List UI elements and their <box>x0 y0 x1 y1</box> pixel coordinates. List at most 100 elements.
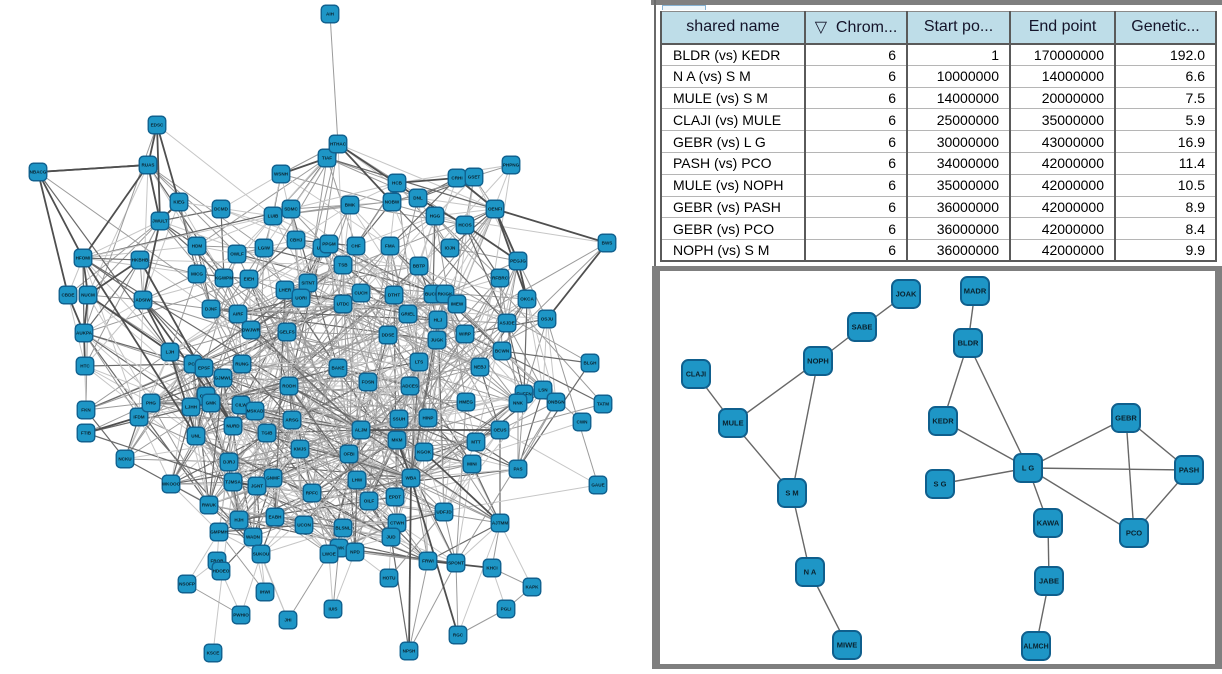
svg-text:WKOOO: WKOOO <box>162 482 181 487</box>
svg-text:BLSNL: BLSNL <box>335 526 351 531</box>
svg-text:NOBW: NOBW <box>385 200 400 205</box>
svg-text:ADSIW: ADSIW <box>135 298 151 303</box>
svg-text:L G: L G <box>1022 464 1035 473</box>
svg-text:OKCA: OKCA <box>520 297 534 302</box>
svg-text:LTS: LTS <box>415 360 423 365</box>
svg-text:HCB: HCB <box>392 181 403 186</box>
svg-text:PAS: PAS <box>513 467 522 472</box>
svg-text:BMK: BMK <box>345 203 356 208</box>
svg-text:UDFJD: UDFJD <box>436 510 452 515</box>
svg-text:RFBRC: RFBRC <box>492 276 509 281</box>
svg-text:PGLI: PGLI <box>501 607 512 612</box>
svg-text:HGG: HGG <box>430 214 441 219</box>
svg-text:KAPK: KAPK <box>525 585 539 590</box>
svg-text:RGC: RGC <box>453 633 464 638</box>
svg-text:LJHH: LJHH <box>185 405 198 410</box>
svg-text:TSB: TSB <box>338 263 348 268</box>
svg-text:IHWI: IHWI <box>260 590 270 595</box>
svg-text:HMEG: HMEG <box>459 400 473 405</box>
svg-text:NEBJ: NEBJ <box>474 365 487 370</box>
svg-text:RWK: RWK <box>334 546 346 551</box>
svg-text:CTWH: CTWH <box>390 521 404 526</box>
svg-text:OFBI: OFBI <box>344 452 355 457</box>
svg-text:OILF: OILF <box>364 499 375 504</box>
svg-text:LSN: LSN <box>538 388 548 393</box>
svg-text:ASJDE: ASJDE <box>499 321 514 326</box>
svg-text:MTT: MTT <box>471 440 481 445</box>
svg-text:IUIS: IUIS <box>329 607 338 612</box>
svg-text:AIH: AIH <box>326 12 335 17</box>
svg-text:OENFI: OENFI <box>488 207 502 212</box>
svg-text:NURD: NURD <box>226 424 240 429</box>
svg-text:GJMWL: GJMWL <box>214 376 231 381</box>
svg-text:KAWA: KAWA <box>1037 519 1060 528</box>
svg-text:BAKE: BAKE <box>331 366 344 371</box>
svg-text:HLJ: HLJ <box>434 318 443 323</box>
svg-text:NCKU: NCKU <box>118 457 132 462</box>
svg-text:GSET: GSET <box>468 175 481 180</box>
svg-text:RKIGK: RKIGK <box>438 292 453 297</box>
svg-text:WADN: WADN <box>246 535 261 540</box>
svg-text:BCWN: BCWN <box>495 349 510 354</box>
svg-text:HDOEO: HDOEO <box>213 569 230 574</box>
svg-text:BWS: BWS <box>602 241 613 246</box>
svg-text:UNL: UNL <box>191 434 201 439</box>
svg-text:NNK: NNK <box>513 401 524 406</box>
svg-text:DWJWR: DWJWR <box>242 328 261 333</box>
svg-text:JOAK: JOAK <box>896 290 917 299</box>
svg-text:DJNF: DJNF <box>205 307 217 312</box>
svg-text:HINP: HINP <box>423 416 434 421</box>
svg-text:NPD: NPD <box>350 550 360 555</box>
svg-text:WSNH: WSNH <box>274 172 289 177</box>
svg-text:JUGK: JUGK <box>431 338 444 343</box>
svg-text:JHI: JHI <box>284 618 291 623</box>
svg-text:DDSE: DDSE <box>382 333 395 338</box>
svg-text:HTHAC: HTHAC <box>330 142 347 147</box>
svg-text:RODH: RODH <box>282 384 296 389</box>
svg-text:BBTP: BBTP <box>413 264 426 269</box>
svg-text:TJMSA: TJMSA <box>225 480 241 485</box>
svg-text:LJH: LJH <box>166 350 175 355</box>
svg-text:PCO: PCO <box>1126 529 1142 538</box>
svg-text:HFOMI: HFOMI <box>76 256 91 261</box>
svg-text:ARSG: ARSG <box>285 418 299 423</box>
svg-text:UORI: UORI <box>295 296 306 301</box>
svg-text:EIEH: EIEH <box>244 277 255 282</box>
svg-text:PCS: PCS <box>188 362 197 367</box>
svg-text:MKM: MKM <box>392 438 403 443</box>
svg-text:JABE: JABE <box>1039 577 1059 586</box>
svg-text:PWHIO: PWHIO <box>233 613 249 618</box>
svg-text:DNL: DNL <box>413 196 423 201</box>
svg-text:LHW: LHW <box>352 478 363 483</box>
svg-text:RWUK: RWUK <box>202 503 217 508</box>
svg-text:OEUS: OEUS <box>493 428 506 433</box>
svg-text:IFDM: IFDM <box>133 415 144 420</box>
svg-text:ALMCH: ALMCH <box>1023 644 1048 651</box>
svg-text:WIRP: WIRP <box>459 332 471 337</box>
svg-text:PHG: PHG <box>146 401 156 406</box>
svg-text:HOTU: HOTU <box>382 576 396 581</box>
svg-text:ADCES: ADCES <box>402 384 418 389</box>
svg-text:MADR: MADR <box>964 287 987 296</box>
svg-text:ONBGN: ONBGN <box>547 400 565 405</box>
svg-text:NBACG: NBACG <box>30 170 47 175</box>
svg-text:OSJU: OSJU <box>541 317 554 322</box>
svg-text:TGIB: TGIB <box>262 431 274 436</box>
svg-text:LWOE: LWOE <box>322 552 336 557</box>
svg-text:FTIB: FTIB <box>81 431 92 436</box>
svg-text:BLGH: BLGH <box>583 361 597 366</box>
svg-text:UCON: UCON <box>297 523 311 528</box>
svg-text:SDMC: SDMC <box>284 207 298 212</box>
svg-text:FROB: FROB <box>210 559 224 564</box>
svg-text:GAUE: GAUE <box>591 483 604 488</box>
svg-text:NPSH: NPSH <box>403 649 416 654</box>
svg-text:CWN: CWN <box>577 420 589 425</box>
svg-text:KGWPM: KGWPM <box>215 276 233 281</box>
svg-text:CRHI: CRHI <box>451 176 462 181</box>
svg-text:GEBR: GEBR <box>1115 414 1137 423</box>
svg-text:S M: S M <box>785 489 798 498</box>
svg-text:HDM: HDM <box>192 244 203 249</box>
svg-text:PHPNG: PHPNG <box>503 163 520 168</box>
svg-text:S G: S G <box>934 480 947 489</box>
svg-text:LUIB: LUIB <box>268 214 279 219</box>
